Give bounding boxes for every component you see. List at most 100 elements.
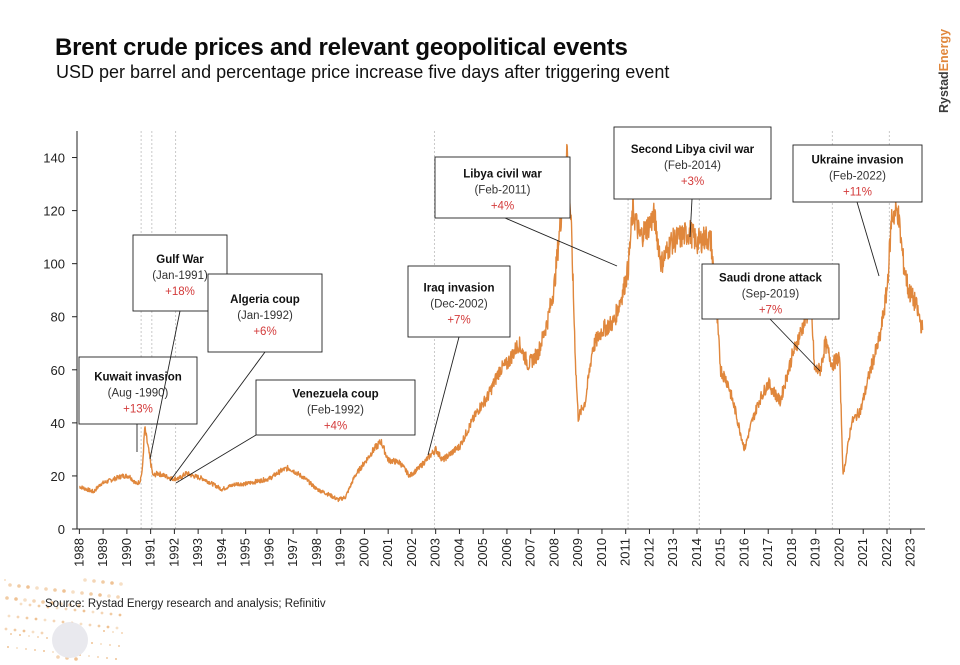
decor-dot bbox=[91, 642, 93, 644]
x-tick-label: 2009 bbox=[570, 538, 585, 567]
annotation-date: (Jan-1991) bbox=[152, 270, 208, 282]
event-annotation: Libya civil war (Feb-2011) +4% bbox=[434, 156, 618, 267]
annotation-box bbox=[792, 144, 923, 203]
x-tick-label: 2007 bbox=[523, 538, 538, 567]
decor-dot bbox=[80, 591, 84, 595]
annotation-pct: +3% bbox=[681, 176, 704, 188]
decor-dot bbox=[40, 631, 44, 635]
x-tick-label: 1991 bbox=[143, 538, 158, 567]
decor-dot bbox=[97, 624, 101, 628]
y-axis-ticks: 0 20 40 60 80 100 120 140 bbox=[43, 151, 77, 537]
decor-dot bbox=[118, 613, 122, 617]
x-tick-label: 2005 bbox=[475, 538, 490, 567]
decor-dot bbox=[34, 649, 36, 651]
x-tick-label: 2015 bbox=[713, 538, 728, 567]
decor-dot bbox=[7, 646, 9, 648]
x-tick-label: 2017 bbox=[760, 538, 775, 567]
decor-dot bbox=[74, 657, 78, 661]
dots-decoration bbox=[4, 578, 123, 661]
decor-dot bbox=[41, 600, 45, 604]
decor-dot bbox=[22, 629, 26, 633]
x-tick-label: 2019 bbox=[808, 538, 823, 567]
y-tick-label: 20 bbox=[51, 469, 65, 484]
x-tick-label: 2020 bbox=[831, 538, 846, 567]
x-tick-label: 2004 bbox=[451, 538, 466, 567]
decor-dot bbox=[73, 608, 77, 612]
y-tick-label: 120 bbox=[43, 204, 65, 219]
decor-dot bbox=[88, 623, 92, 627]
x-tick-label: 2021 bbox=[855, 538, 870, 567]
annotation-pct: +7% bbox=[759, 305, 782, 317]
y-tick-label: 80 bbox=[51, 310, 65, 325]
decor-dot bbox=[8, 583, 12, 587]
annotation-pct: +13% bbox=[123, 404, 153, 416]
decor-dot bbox=[68, 603, 72, 607]
decor-dot bbox=[34, 617, 38, 621]
annotation-box bbox=[255, 379, 416, 436]
x-tick-label: 2014 bbox=[689, 538, 704, 567]
y-tick-label: 60 bbox=[51, 363, 65, 378]
decor-dot bbox=[37, 604, 41, 608]
x-tick-label: 2016 bbox=[736, 538, 751, 567]
annotation-box bbox=[207, 273, 323, 353]
decor-dot bbox=[43, 618, 47, 622]
annotation-title: Second Libya civil war bbox=[631, 144, 755, 156]
decor-dot bbox=[118, 645, 120, 647]
annotation-title: Venezuela coup bbox=[292, 389, 378, 401]
event-annotation: Ukraine invasion (Feb-2022) +11% bbox=[792, 144, 923, 277]
x-tick-label: 2002 bbox=[404, 538, 419, 567]
decor-dot bbox=[25, 648, 27, 650]
annotation-box bbox=[434, 156, 571, 219]
y-tick-label: 140 bbox=[43, 151, 65, 166]
x-tick-label: 2018 bbox=[784, 538, 799, 567]
x-tick-label: 2000 bbox=[356, 538, 371, 567]
annotation-date: (Feb-2014) bbox=[664, 160, 721, 172]
x-tick-label: 2022 bbox=[879, 538, 894, 567]
x-tick-label: 2003 bbox=[428, 538, 443, 567]
decor-dot bbox=[10, 633, 12, 635]
annotation-pct: +4% bbox=[324, 421, 347, 433]
decor-dot bbox=[62, 589, 66, 593]
decor-dot bbox=[91, 610, 95, 614]
x-tick-label: 1995 bbox=[238, 538, 253, 567]
annotation-pct: +7% bbox=[447, 315, 470, 327]
x-tick-label: 2006 bbox=[499, 538, 514, 567]
x-tick-label: 1994 bbox=[214, 538, 229, 567]
x-tick-label: 1999 bbox=[333, 538, 348, 567]
annotation-leader-line bbox=[149, 310, 181, 460]
decor-dot bbox=[64, 607, 68, 611]
annotation-box bbox=[407, 265, 511, 338]
annotation-date: (Dec-2002) bbox=[430, 299, 488, 311]
decor-dot bbox=[106, 657, 108, 659]
decor-dot bbox=[4, 627, 8, 631]
annotation-date: (Aug -1990) bbox=[108, 388, 169, 400]
decor-dot bbox=[79, 622, 83, 626]
y-tick-label: 40 bbox=[51, 416, 65, 431]
annotation-title: Iraq invasion bbox=[424, 283, 495, 295]
decor-dot bbox=[110, 581, 114, 585]
decor-dot bbox=[7, 614, 11, 618]
x-tick-label: 2023 bbox=[903, 538, 918, 567]
event-annotation: Second Libya civil war (Feb-2014) +3% bbox=[613, 126, 772, 238]
decor-dot bbox=[112, 631, 114, 633]
decor-dot bbox=[23, 598, 27, 602]
decor-dot bbox=[14, 597, 18, 601]
annotation-pct: +6% bbox=[253, 326, 276, 338]
x-axis-ticks: 1988 1989 1990 1991 1992 1993 1994 1995 1996 1997… bbox=[71, 529, 918, 567]
decor-dot bbox=[44, 587, 48, 591]
annotation-title: Ukraine invasion bbox=[811, 155, 903, 167]
decor-dot bbox=[19, 634, 21, 636]
decor-dot bbox=[31, 630, 35, 634]
annotation-date: (Feb-1992) bbox=[307, 405, 364, 417]
annotation-pct: +4% bbox=[491, 201, 514, 213]
y-tick-label: 0 bbox=[58, 522, 65, 537]
decor-dot bbox=[59, 602, 63, 606]
decor-dot bbox=[46, 637, 48, 639]
decor-dot bbox=[52, 619, 56, 623]
axes bbox=[76, 131, 925, 530]
annotation-box bbox=[701, 263, 840, 320]
annotation-leader-line bbox=[689, 198, 693, 238]
annotations: Kuwait invasion (Aug -1990) +13% Gulf War (J… bbox=[78, 126, 923, 484]
x-tick-label: 1989 bbox=[95, 538, 110, 567]
